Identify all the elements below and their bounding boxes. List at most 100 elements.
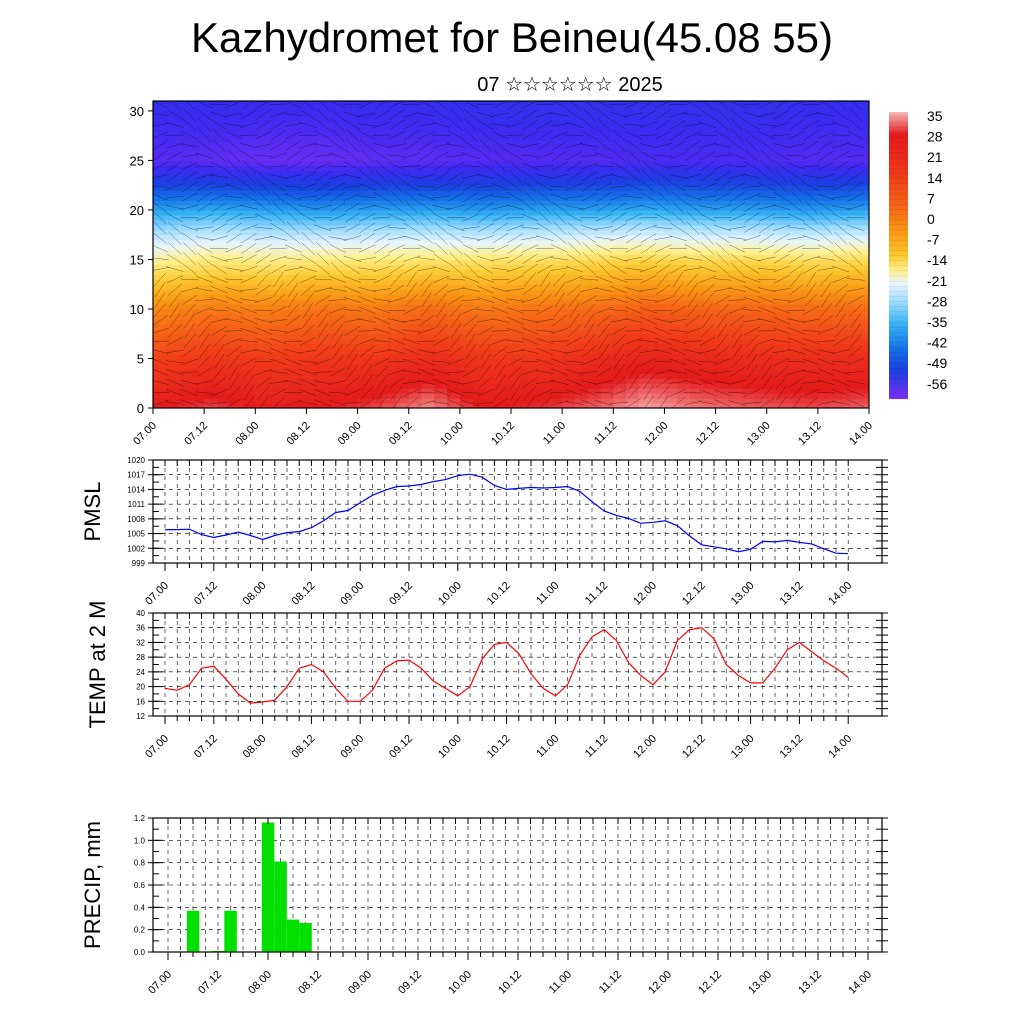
heatmap-cell [817, 145, 832, 152]
heatmap-cell [242, 393, 256, 399]
heatmap-cell [344, 120, 359, 127]
heatmap-cell [191, 289, 205, 295]
heatmap-cell [306, 388, 320, 394]
heatmap-cell [549, 249, 563, 256]
heatmap-cell [677, 368, 691, 374]
heatmap-cell [485, 269, 499, 275]
wind-barb [714, 358, 731, 366]
wind-barb [700, 109, 716, 120]
wind-barb [849, 252, 863, 266]
wind-barb [403, 264, 420, 274]
heatmap-cell [766, 219, 781, 226]
heatmap-cell [549, 120, 563, 127]
heatmap-cell [485, 368, 499, 374]
wind-barb [271, 293, 286, 307]
heatmap-cell [344, 393, 359, 399]
wind-barb [358, 257, 377, 261]
heatmap-cell [549, 393, 563, 399]
heatmap-cell [472, 313, 487, 320]
heatmap-cell [421, 145, 435, 152]
heatmap-cell [817, 383, 832, 389]
heatmap-cell [293, 185, 308, 191]
heatmap-cell [805, 403, 819, 408]
wind-barb [744, 161, 760, 171]
heatmap-cell [677, 229, 691, 236]
heatmap-cell [600, 219, 614, 226]
wind-barb [449, 303, 463, 317]
heatmap-cell [370, 343, 384, 350]
heatmap-cell [626, 284, 640, 290]
heatmap-cell [344, 145, 359, 152]
wind-barb [417, 185, 436, 188]
heatmap-cell [574, 333, 589, 340]
heatmap-cell [779, 279, 793, 285]
heatmap-cell [459, 214, 474, 221]
heatmap-cell [626, 204, 640, 211]
wind-barb [730, 262, 744, 276]
heatmap-cell [383, 378, 397, 384]
heatmap-cell [600, 378, 614, 384]
wind-barb [669, 111, 687, 118]
heatmap-cell [447, 190, 461, 196]
heatmap-cell [715, 195, 729, 201]
heatmap-cell [153, 214, 167, 221]
heatmap-cell [511, 368, 525, 374]
heatmap-cell [459, 140, 474, 147]
wind-barb [776, 375, 788, 390]
heatmap-cell [268, 160, 282, 166]
wind-barb [787, 348, 806, 355]
wind-barb [477, 263, 494, 275]
heatmap-cell [626, 363, 640, 369]
heatmap-cell [805, 115, 819, 122]
heatmap-cell [702, 195, 717, 201]
heatmap-cell [153, 165, 167, 171]
heatmap-cell [395, 145, 410, 152]
heatmap-cell [459, 195, 474, 201]
heatmap-cell [753, 358, 768, 365]
heatmap-cell [459, 393, 474, 399]
wind-barb [358, 306, 376, 314]
heatmap-cell [690, 313, 704, 320]
wind-barb [153, 257, 169, 261]
wind-barb [802, 152, 820, 160]
heatmap-cell [459, 383, 474, 389]
heatmap-cell [498, 214, 512, 221]
heatmap-cell [523, 363, 538, 369]
heatmap-cell [332, 140, 346, 147]
heatmap-cell [332, 343, 346, 350]
heatmap-cell [549, 160, 563, 166]
heatmap-cell [165, 373, 180, 379]
x-tick-label: 09.12 [387, 420, 415, 448]
heatmap-cell [753, 323, 768, 330]
x-tick-label: 13.00 [745, 420, 773, 448]
heatmap-cell [523, 170, 538, 176]
wind-barb [698, 205, 717, 210]
wind-barb [181, 181, 198, 192]
heatmap-cell [562, 214, 576, 221]
heatmap-cell [357, 214, 371, 221]
heatmap-cell [805, 224, 819, 231]
wind-barb [698, 360, 717, 363]
heatmap-cell [549, 373, 563, 379]
heatmap-cell [702, 388, 717, 394]
heatmap-cell [370, 155, 384, 162]
heatmap-cell [856, 110, 869, 117]
heatmap-cell [280, 398, 295, 404]
heatmap-cell [843, 348, 857, 355]
heatmap-cell [562, 115, 576, 122]
heatmap-cell [690, 170, 704, 176]
heatmap-cell [357, 328, 371, 335]
heatmap-cell [511, 388, 525, 394]
heatmap-cell [472, 150, 487, 157]
heatmap-cell [728, 388, 742, 394]
heatmap-cell [153, 101, 167, 107]
heatmap-cell [690, 294, 704, 300]
wind-barb [773, 307, 791, 314]
heatmap-cell [306, 308, 320, 315]
heatmap-cell [664, 195, 678, 201]
heatmap-cell [715, 398, 729, 404]
heatmap-cell [434, 150, 448, 157]
heatmap-cell [805, 313, 819, 320]
wind-barb [254, 297, 273, 303]
wind-barb [684, 327, 702, 335]
